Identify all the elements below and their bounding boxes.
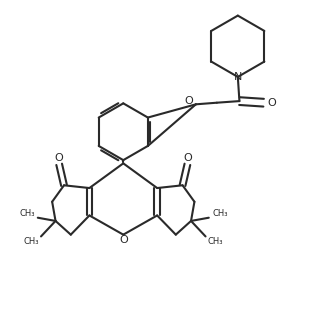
Text: O: O	[183, 153, 192, 163]
Text: CH₃: CH₃	[24, 237, 40, 246]
Text: N: N	[234, 72, 242, 82]
Text: O: O	[184, 96, 193, 106]
Text: O: O	[55, 153, 64, 163]
Text: O: O	[119, 236, 128, 245]
Text: CH₃: CH₃	[212, 209, 227, 218]
Text: O: O	[267, 98, 276, 108]
Text: CH₃: CH₃	[207, 237, 223, 246]
Text: CH₃: CH₃	[19, 209, 35, 218]
